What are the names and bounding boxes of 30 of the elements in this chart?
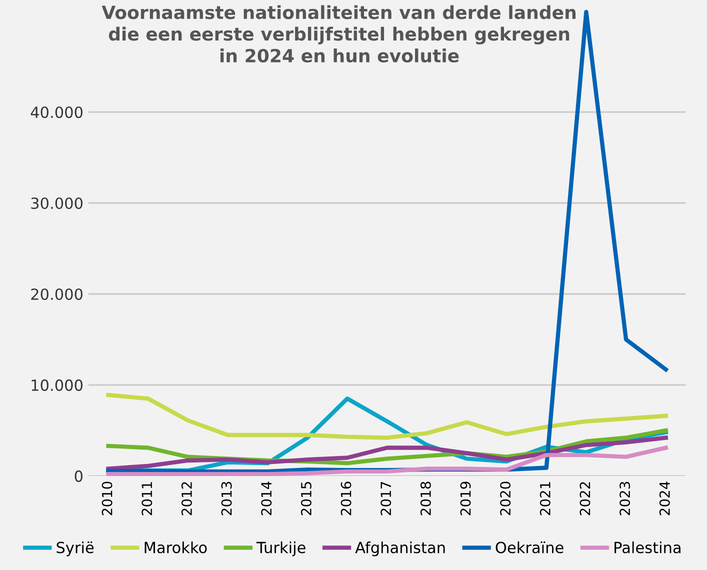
text: Voornaamste nationaliteiten van derde landen die een eerste verblijfstitel hebben gekregen in 2024 en hun evolutie (102, 5, 576, 63)
x-tick-label: 2012 (181, 482, 192, 516)
line-series (106, 446, 668, 476)
y-tick-label: 30.000 (31, 197, 82, 210)
y-tick-label: 10.000 (32, 379, 82, 391)
legend-label: Oekraïne (496, 541, 564, 554)
x-tick-label: 2023 (620, 482, 630, 516)
legend-label: Afghanistan (355, 541, 445, 556)
x-tick-label: 2019 (460, 482, 471, 516)
line-series (106, 392, 668, 440)
x-tick-label: 2021 (540, 482, 550, 516)
x-tick-label: 2011 (142, 482, 152, 516)
x-tick-label: 2015 (300, 482, 312, 516)
x-tick-label: 2022 (580, 482, 590, 516)
legend-label: Marokko (144, 541, 207, 554)
x-tick-label: 2024 (659, 482, 670, 516)
x-tick-label: 2017 (380, 482, 392, 516)
x-tick-label: 2018 (420, 482, 431, 516)
x-tick-label: 2014 (261, 482, 272, 516)
y-tick-label: 20.000 (31, 288, 82, 300)
legend-label: Turkije (256, 541, 306, 556)
legend-label: Palestina (614, 541, 680, 554)
legend-label: Syrië (56, 541, 94, 556)
x-tick-label: 2013 (221, 482, 232, 516)
line-series (106, 436, 668, 471)
y-tick-label: 40.000 (30, 106, 82, 118)
y-tick-label: 0 (74, 470, 82, 482)
x-tick-label: 2016 (340, 482, 352, 516)
x-tick-label: 2020 (500, 482, 511, 516)
x-tick-label: 2010 (102, 482, 112, 516)
